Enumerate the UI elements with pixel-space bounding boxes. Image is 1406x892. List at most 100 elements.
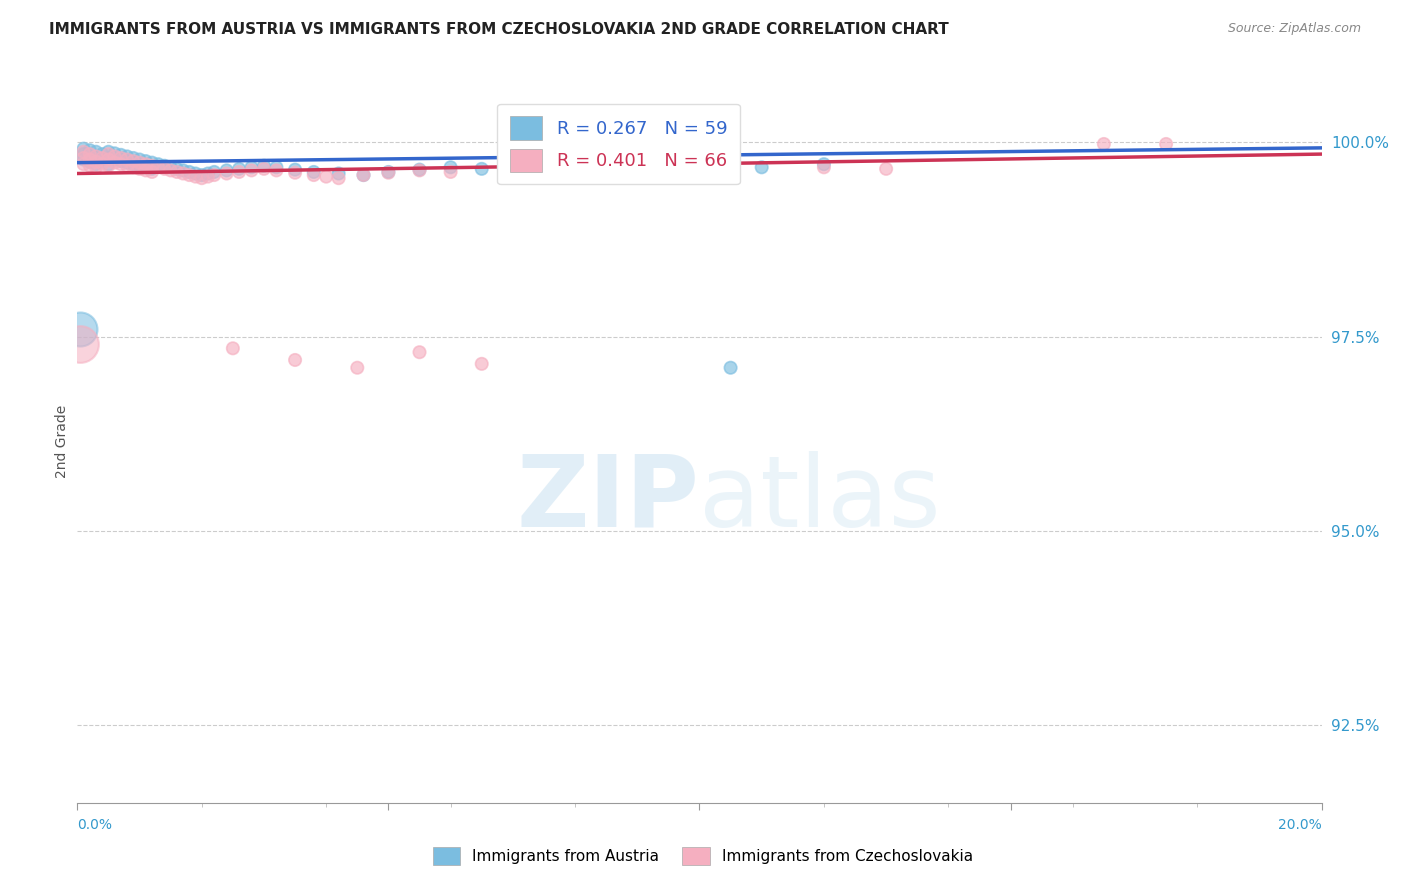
Point bbox=[689, 163, 711, 178]
Point bbox=[91, 157, 114, 171]
Point bbox=[353, 168, 375, 182]
Point bbox=[179, 168, 201, 182]
Point bbox=[302, 168, 325, 182]
Point bbox=[79, 149, 101, 163]
Point bbox=[72, 151, 94, 165]
Point bbox=[84, 161, 107, 175]
Point bbox=[875, 161, 897, 176]
Point bbox=[135, 157, 157, 171]
Point bbox=[69, 322, 91, 336]
Point bbox=[104, 155, 127, 169]
Point bbox=[110, 154, 132, 169]
Point bbox=[128, 159, 150, 173]
Point bbox=[813, 157, 835, 171]
Point bbox=[115, 153, 138, 167]
Point bbox=[190, 168, 214, 182]
Text: atlas: atlas bbox=[700, 450, 941, 548]
Point bbox=[84, 157, 107, 171]
Point bbox=[626, 161, 648, 176]
Point bbox=[72, 142, 94, 156]
Point bbox=[689, 154, 711, 169]
Point bbox=[166, 165, 188, 179]
Point bbox=[564, 161, 586, 175]
Point bbox=[408, 163, 430, 178]
Point bbox=[128, 153, 150, 167]
Point bbox=[153, 161, 176, 176]
Point bbox=[141, 161, 163, 176]
Point bbox=[471, 357, 494, 371]
Point bbox=[439, 161, 461, 175]
Text: ZIP: ZIP bbox=[516, 450, 700, 548]
Point bbox=[79, 143, 101, 157]
Point bbox=[202, 165, 225, 179]
Point bbox=[84, 154, 107, 169]
Point bbox=[135, 163, 157, 178]
Text: 20.0%: 20.0% bbox=[1278, 818, 1322, 832]
Point bbox=[253, 159, 276, 173]
Legend: R = 0.267   N = 59, R = 0.401   N = 66: R = 0.267 N = 59, R = 0.401 N = 66 bbox=[496, 103, 740, 185]
Point bbox=[91, 147, 114, 161]
Point bbox=[141, 165, 163, 179]
Point bbox=[122, 151, 145, 165]
Point bbox=[104, 149, 127, 163]
Point bbox=[110, 151, 132, 165]
Point bbox=[564, 157, 586, 171]
Point bbox=[141, 155, 163, 169]
Point bbox=[284, 353, 307, 368]
Point bbox=[1154, 136, 1177, 151]
Point bbox=[91, 153, 114, 167]
Point bbox=[184, 167, 207, 181]
Text: 0.0%: 0.0% bbox=[77, 818, 112, 832]
Point bbox=[253, 161, 276, 176]
Point bbox=[135, 161, 157, 175]
Point bbox=[228, 165, 250, 179]
Point bbox=[215, 167, 238, 181]
Point bbox=[72, 145, 94, 159]
Point bbox=[159, 161, 181, 175]
Point bbox=[166, 161, 188, 176]
Point bbox=[240, 161, 263, 175]
Point bbox=[302, 165, 325, 179]
Point bbox=[148, 157, 170, 171]
Point bbox=[377, 166, 399, 180]
Point bbox=[197, 169, 219, 184]
Point bbox=[97, 157, 120, 171]
Point bbox=[153, 159, 176, 173]
Point bbox=[346, 360, 368, 375]
Point bbox=[110, 148, 132, 162]
Point bbox=[533, 161, 555, 175]
Point bbox=[97, 151, 120, 165]
Point bbox=[408, 345, 430, 359]
Point bbox=[626, 159, 648, 173]
Point bbox=[97, 147, 120, 161]
Point bbox=[72, 153, 94, 167]
Point bbox=[110, 157, 132, 171]
Point bbox=[439, 165, 461, 179]
Point bbox=[190, 171, 214, 186]
Point bbox=[284, 162, 307, 177]
Point bbox=[172, 167, 194, 181]
Point bbox=[72, 147, 94, 161]
Text: Source: ZipAtlas.com: Source: ZipAtlas.com bbox=[1227, 22, 1361, 36]
Point bbox=[128, 161, 150, 176]
Point bbox=[328, 171, 350, 186]
Point bbox=[533, 163, 555, 178]
Point bbox=[328, 167, 350, 181]
Point bbox=[1092, 136, 1115, 151]
Point bbox=[266, 161, 288, 175]
Point bbox=[222, 341, 245, 355]
Point bbox=[502, 161, 524, 176]
Point bbox=[228, 161, 250, 176]
Y-axis label: 2nd Grade: 2nd Grade bbox=[55, 405, 69, 478]
Point bbox=[72, 157, 94, 171]
Point bbox=[148, 161, 170, 175]
Point bbox=[79, 153, 101, 167]
Point bbox=[141, 159, 163, 173]
Point bbox=[240, 163, 263, 178]
Point bbox=[128, 155, 150, 169]
Point bbox=[79, 159, 101, 173]
Point bbox=[657, 158, 679, 172]
Point bbox=[172, 163, 194, 178]
Point bbox=[79, 154, 101, 169]
Point bbox=[751, 161, 773, 175]
